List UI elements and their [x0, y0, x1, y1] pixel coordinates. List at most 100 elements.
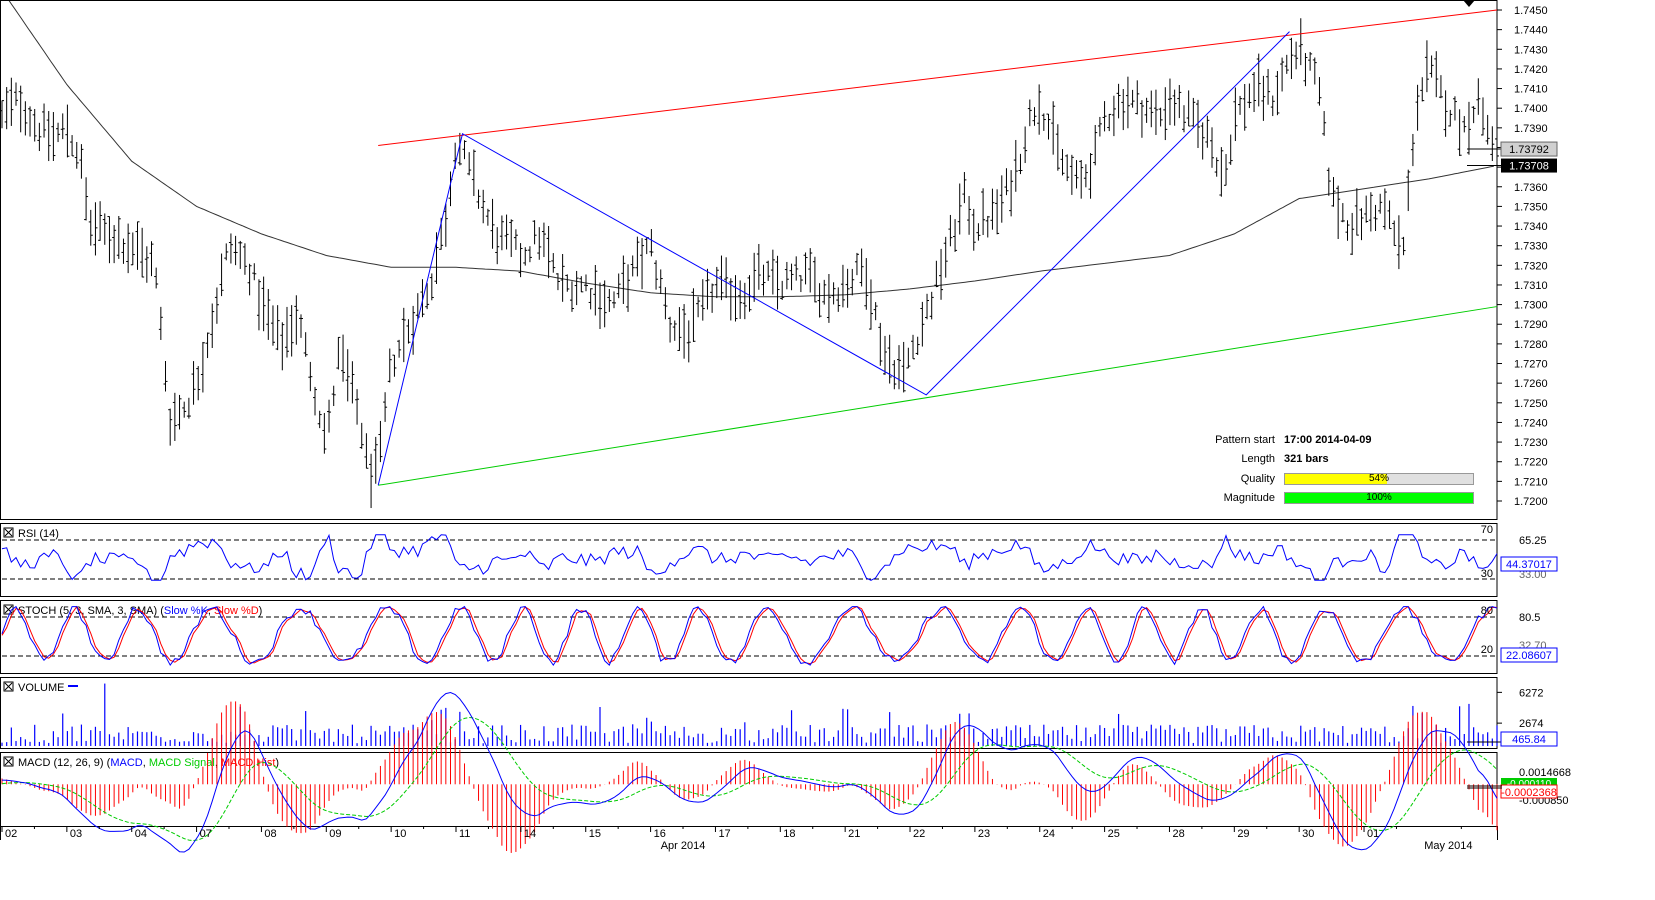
volume-value-label: 465.84 — [1512, 734, 1546, 746]
day-label: 15 — [589, 828, 601, 840]
rsi-value-label: 44.37017 — [1506, 559, 1552, 571]
day-label: 28 — [1172, 828, 1184, 840]
price-tick-label: 1.7230 — [1514, 437, 1548, 449]
macd-signal-line — [1, 716, 1498, 842]
rsi-value-box — [1500, 556, 1558, 572]
price-tick-label: 1.7270 — [1514, 359, 1548, 371]
pattern-start-value: 17:00 2014-04-09 — [1284, 434, 1372, 446]
day-label: 30 — [1302, 828, 1314, 840]
rsi-hidden-tick-label: 33.00 — [1519, 569, 1547, 581]
price-tick-label: 1.7290 — [1514, 319, 1548, 331]
stoch-level-80-label: 80 — [1481, 605, 1493, 617]
price-tick-label: 1.7390 — [1514, 123, 1548, 135]
price-tick-label: 1.7300 — [1514, 300, 1548, 312]
price-tick-label: 1.7410 — [1514, 84, 1548, 96]
panel-title: MACD (12, 26, 9) (MACD, MACD Signal, MAC… — [18, 757, 279, 769]
price-tick-label: 1.7240 — [1514, 417, 1548, 429]
panel-frames — [0, 0, 1498, 840]
day-label: 16 — [654, 828, 666, 840]
price-tick-label: 1.7420 — [1514, 64, 1548, 76]
macd-tick-label: 0.0014668 — [1519, 767, 1571, 779]
pattern-start-label: Pattern start — [1215, 434, 1275, 446]
panel-toggle-x-icon — [4, 682, 13, 691]
current-price-label: 1.73792 — [1509, 144, 1549, 156]
rsi-level-70-label: 70 — [1481, 524, 1493, 536]
day-label: 07 — [200, 828, 212, 840]
price-tick-label: 1.7260 — [1514, 378, 1548, 390]
month-label: May 2014 — [1424, 840, 1472, 852]
price-tick-label: 1.7350 — [1514, 201, 1548, 213]
day-label: 03 — [70, 828, 82, 840]
magnitude-percent: 100% — [1366, 492, 1392, 503]
macd-line — [1, 691, 1498, 853]
price-tick-label: 1.7440 — [1514, 25, 1548, 37]
rsi-tick-label: 65.25 — [1519, 535, 1547, 547]
volume-value-box — [1500, 731, 1558, 747]
price-tick-label: 1.7210 — [1514, 476, 1548, 488]
day-label: 11 — [459, 828, 470, 840]
stoch-tick-label: 80.5 — [1519, 612, 1540, 624]
macd-value-box — [1500, 784, 1558, 799]
macd-panel: MACD (12, 26, 9) (MACD, MACD Signal, MAC… — [1, 691, 1571, 853]
panel-frame-stoch — [0, 600, 1498, 674]
panel-frame-main — [0, 0, 1498, 520]
quality-label: Quality — [1240, 473, 1275, 485]
stoch-level-20-label: 20 — [1481, 644, 1493, 656]
price-tick-label: 1.7330 — [1514, 241, 1548, 253]
quality-bar: 54% — [1284, 473, 1474, 485]
day-label: 09 — [329, 828, 341, 840]
price-tick-label: 1.7400 — [1514, 103, 1548, 115]
price-tick-label: 1.7310 — [1514, 280, 1548, 292]
panel-title: VOLUME — [18, 682, 64, 694]
quality-bar-fill — [1285, 474, 1387, 484]
magnitude-label: Magnitude — [1223, 492, 1275, 504]
length-value: 321 bars — [1284, 453, 1329, 465]
day-label: 04 — [135, 828, 147, 840]
day-label: 23 — [978, 828, 990, 840]
channel-lines — [377, 9, 1498, 486]
current-price-box — [1500, 141, 1558, 157]
price-tick-label: 1.7280 — [1514, 339, 1548, 351]
ma-value-label: 1.73708 — [1509, 161, 1549, 173]
day-label: 29 — [1237, 828, 1249, 840]
magnitude-bar-fill — [1285, 493, 1473, 503]
panel-title: RSI (14) — [18, 528, 59, 540]
macd-legend-macd: MACD — [110, 757, 142, 769]
macd-legend-signal: MACD Signal — [149, 757, 215, 769]
day-label: 22 — [913, 828, 925, 840]
rsi-line — [1, 533, 1498, 581]
stoch-legend-k: Slow %K — [164, 605, 209, 617]
price-tick-label: 1.7450 — [1514, 5, 1548, 17]
quality-percent: 54% — [1368, 473, 1389, 484]
pattern-zigzag-line — [377, 31, 1290, 486]
price-tick-label: 1.7430 — [1514, 44, 1548, 56]
day-label: 18 — [783, 828, 795, 840]
panel-title: STOCH (5, 3, SMA, 3, SMA) (Slow %K, Slow… — [18, 605, 262, 617]
stoch-value-box — [1500, 647, 1558, 663]
macd-signal-value-box — [1501, 778, 1557, 789]
day-label: 21 — [848, 828, 860, 840]
moving-average — [8, 0, 1494, 298]
ma-value-box — [1501, 158, 1557, 173]
stoch-d-line — [1, 605, 1498, 665]
resistance-line — [378, 9, 1498, 147]
macd-legend-hist: MACD Hist — [221, 757, 275, 769]
day-label: 08 — [264, 828, 276, 840]
price-tick-label: 1.7340 — [1514, 221, 1548, 233]
price-bars — [0, 18, 1499, 509]
support-line — [378, 306, 1498, 486]
price-axis-labels: 1.7450 1.7440 1.7430 1.7420 1.7410 1.7400 1.73… — [1467, 5, 1558, 508]
volume-tick-label: 6272 — [1519, 687, 1543, 699]
panel-frame-rsi — [0, 523, 1498, 597]
scroll-marker-icon — [1463, 0, 1475, 7]
stoch-value-label: 22.08607 — [1506, 650, 1552, 662]
day-label: 25 — [1108, 828, 1120, 840]
month-label: Apr 2014 — [661, 840, 706, 852]
length-label: Length — [1241, 453, 1275, 465]
stoch-panel: STOCH (5, 3, SMA, 3, SMA) (Slow %K, Slow… — [1, 604, 1558, 667]
magnitude-bar: 100% — [1284, 492, 1474, 504]
day-label: 02 — [5, 828, 17, 840]
